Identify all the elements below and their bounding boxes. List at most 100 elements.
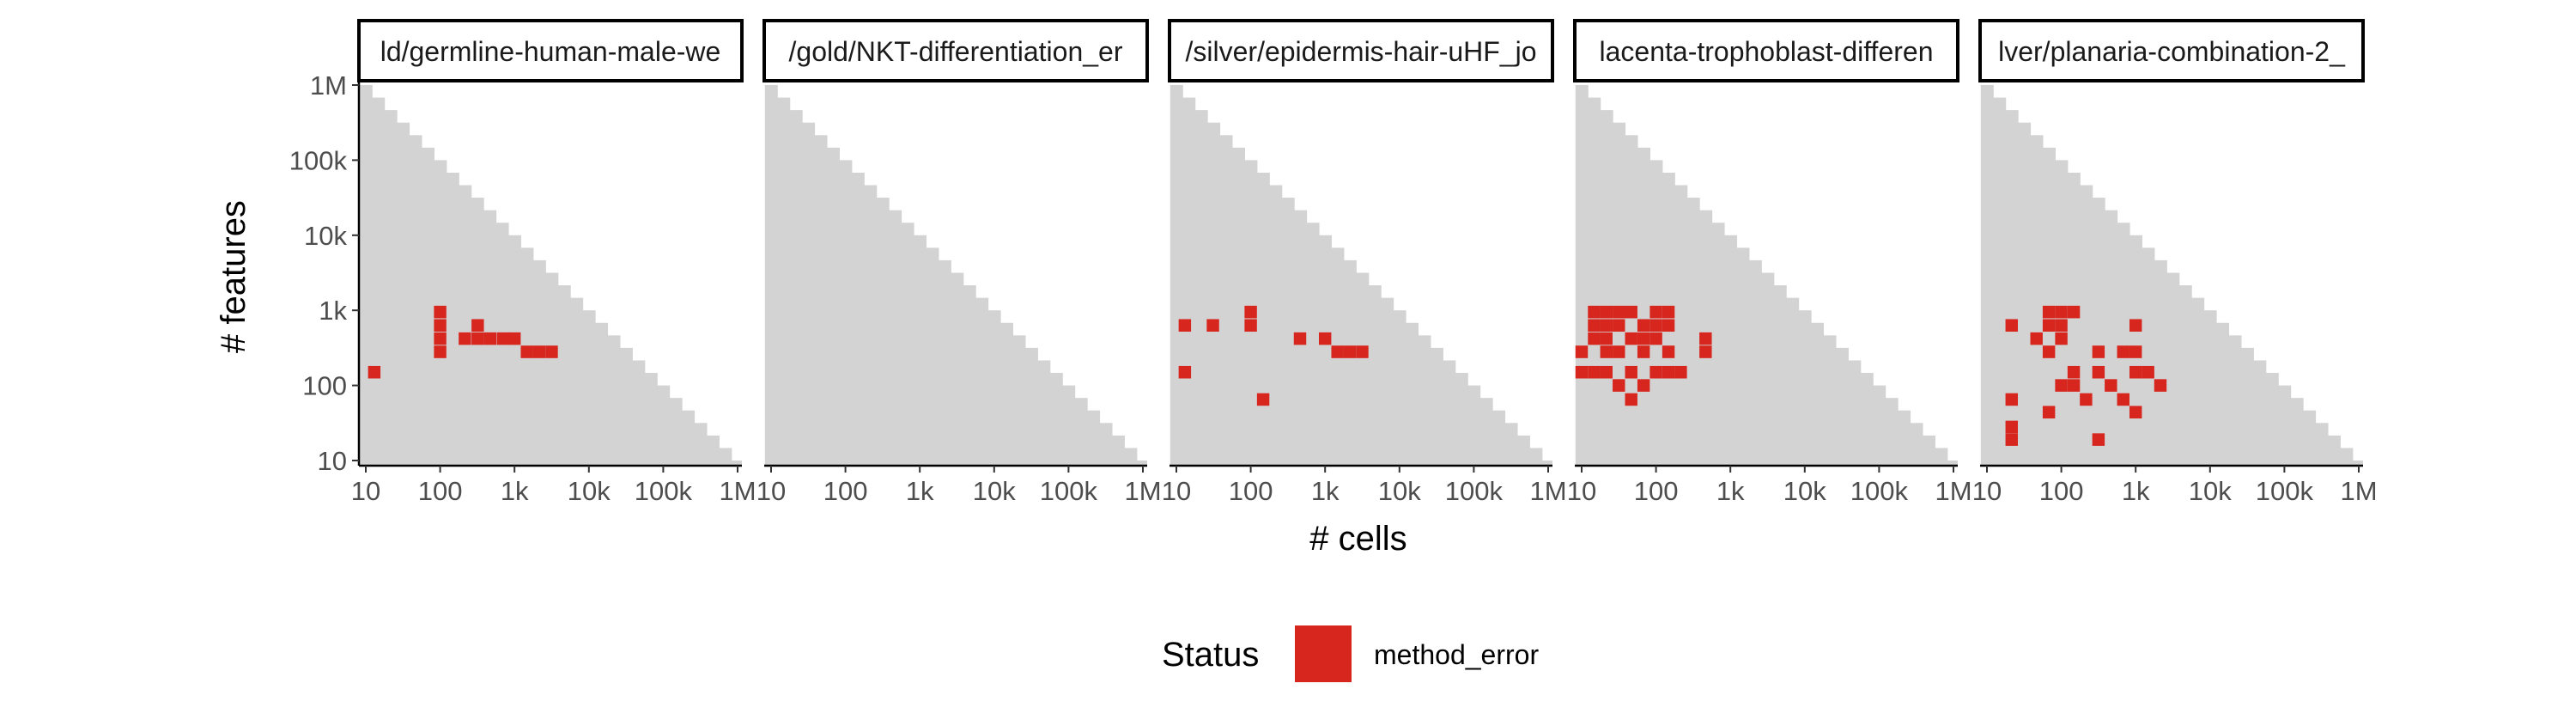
region-bin [632,360,646,466]
region-bin [1062,385,1076,466]
x-tick-label: 10k [1378,476,1421,506]
region-bin [2278,385,2292,466]
method-error-cell [2117,345,2129,358]
region-bin [1037,360,1051,466]
x-tick-label: 100k [2256,476,2314,506]
y-tick-label: 100 [302,371,347,401]
feasible-region [1980,85,2363,466]
region-bin [1418,335,1431,466]
method-error-cell [2067,365,2081,379]
method-error-cell [2154,379,2167,392]
region-bin [1443,360,1456,466]
method-error-cell [434,319,447,332]
region-bin [2240,347,2254,466]
method-error-cell [1356,345,1369,358]
x-tick-label: 1M [719,476,756,506]
region-bin [607,335,621,466]
region-bin [1613,122,1626,466]
method-error-cell [2042,406,2056,419]
region-bin [1786,297,1800,466]
region-bin [2352,461,2363,466]
region-bin [1910,423,1923,466]
method-error-cell [507,332,521,345]
region-bin [1455,373,1468,466]
method-error-cell [1649,332,1662,345]
region-bin [963,285,976,466]
x-tick-label: 100 [1634,476,1679,506]
x-tick-label: 100 [418,476,463,506]
method-error-cell [1613,345,1625,358]
region-bin [669,398,683,466]
x-tick-label: 100 [2039,476,2084,506]
region-bin [471,198,484,466]
region-bin [582,310,596,466]
region-bin [1219,135,1233,466]
region-bin [926,247,939,466]
method-error-cell [2042,345,2056,358]
x-tick-label: 100 [1229,476,1273,506]
method-error-cell [2142,365,2154,379]
region-bin [1343,259,1357,466]
method-error-cell [1649,319,1662,332]
x-tick-label: 100k [635,476,693,506]
region-bin [2315,423,2329,466]
x-tick-label: 100k [1850,476,1909,506]
facet-strip-label: /gold/NKT-differentiation_er [789,36,1123,67]
x-tick-label: 10k [568,476,611,506]
feasible-region [764,85,1147,466]
method-error-cell [1613,379,1625,392]
region-bin [719,448,732,466]
method-error-cell [1178,365,1192,379]
facet-strip-label: lacenta-trophoblast-differen [1600,36,1934,67]
method-error-cell [1637,379,1650,392]
y-tick-label: 1M [310,70,347,101]
x-tick-label: 1k [2122,476,2150,506]
x-tick-label: 10k [2189,476,2232,506]
region-bin [789,110,803,466]
method-error-cell [1662,345,1675,358]
facet-panel-2: 10 100 1k 10k 100k 1M/gold/NKT-differentiatio… [756,19,1162,506]
region-bin [1529,448,1543,466]
method-error-cell [1244,305,1257,319]
region-bin [731,461,742,466]
method-error-cell [2042,305,2056,319]
x-tick-label: 10 [1972,476,2002,506]
region-bin [2030,135,2044,466]
method-error-cell [545,345,558,358]
method-error-cell [2055,379,2068,392]
region-bin [1935,448,1948,466]
region-bin [459,185,472,466]
region-bin [2216,322,2230,466]
region-bin [1012,335,1026,466]
region-bin [1848,360,1862,466]
region-bin [2154,259,2167,466]
method-error-cell [1244,319,1257,332]
y-tick-label: 1k [319,296,347,326]
method-error-cell [1613,319,1625,332]
panels-layer: 10 100 1k 10k 100k 1M101001k10k100k1Mld/germl… [289,19,2378,506]
region-bin [1430,347,1443,466]
region-bin [1269,185,1283,466]
region-bin [1860,373,1874,466]
region-bin [1798,310,1812,466]
region-bin [2005,110,2019,466]
region-bin [876,198,890,466]
region-bin [421,147,434,466]
region-bin [1393,310,1406,466]
region-bin [507,235,522,466]
facet-panel-5: 10 100 1k 10k 100k 1M lver/planaria-combinatio… [1972,19,2378,506]
region-bin [1541,461,1552,466]
method-error-cell [2055,305,2068,319]
x-tick-label: 10 [351,476,380,506]
region-bin [1811,322,1825,466]
region-bin [372,97,386,466]
region-bin [2265,373,2279,466]
region-bin [1504,423,1518,466]
region-bin [2105,210,2118,466]
method-error-cell [1206,319,1219,332]
x-tick-label: 1M [2340,476,2377,506]
method-error-cell [496,332,509,345]
method-error-cell [471,332,484,345]
x-tick-label: 1k [1311,476,1340,506]
